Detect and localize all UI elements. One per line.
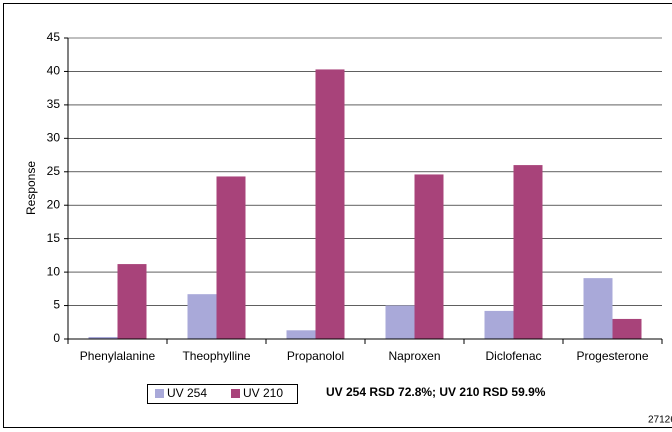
bar: [88, 336, 118, 339]
x-tick-label: Phenylalanine: [80, 349, 156, 363]
y-tick-label: 40: [47, 64, 61, 78]
bar: [484, 310, 514, 339]
bar: [612, 318, 642, 339]
legend-swatch: [155, 389, 164, 398]
bar: [513, 165, 543, 339]
legend-label: UV 210: [243, 386, 283, 400]
legend-label: UV 254: [167, 386, 207, 400]
x-tick-label: Diclofenac: [485, 349, 541, 363]
y-axis-label: Response: [24, 161, 38, 215]
bar: [286, 330, 316, 339]
figure-id: 27126: [648, 415, 672, 426]
legend-box: [147, 384, 298, 404]
y-tick-label: 35: [47, 97, 61, 111]
bar: [117, 264, 147, 339]
x-tick-label: Progesterone: [576, 349, 648, 363]
x-tick-label: Propanolol: [287, 349, 344, 363]
y-tick-label: 15: [47, 231, 61, 245]
y-tick-label: 45: [47, 30, 61, 44]
legend-swatch: [231, 389, 240, 398]
bar: [414, 174, 444, 339]
x-tick-label: Naproxen: [388, 349, 440, 363]
frame: [3, 3, 672, 428]
x-tick-label: Theophylline: [182, 349, 250, 363]
y-tick-label: 25: [47, 164, 61, 178]
y-tick-label: 10: [47, 264, 61, 278]
bar: [187, 294, 217, 339]
y-tick-label: 0: [53, 331, 60, 345]
y-tick-label: 5: [53, 298, 60, 312]
bar: [315, 69, 345, 339]
y-tick-label: 30: [47, 131, 61, 145]
bar: [216, 176, 246, 339]
annotation: UV 254 RSD 72.8%; UV 210 RSD 59.9%: [326, 385, 546, 399]
bar: [385, 305, 415, 339]
bar: [583, 278, 613, 339]
y-tick-label: 20: [47, 197, 61, 211]
